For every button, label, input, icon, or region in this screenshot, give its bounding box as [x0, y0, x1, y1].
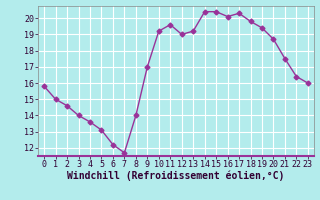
- X-axis label: Windchill (Refroidissement éolien,°C): Windchill (Refroidissement éolien,°C): [67, 171, 285, 181]
